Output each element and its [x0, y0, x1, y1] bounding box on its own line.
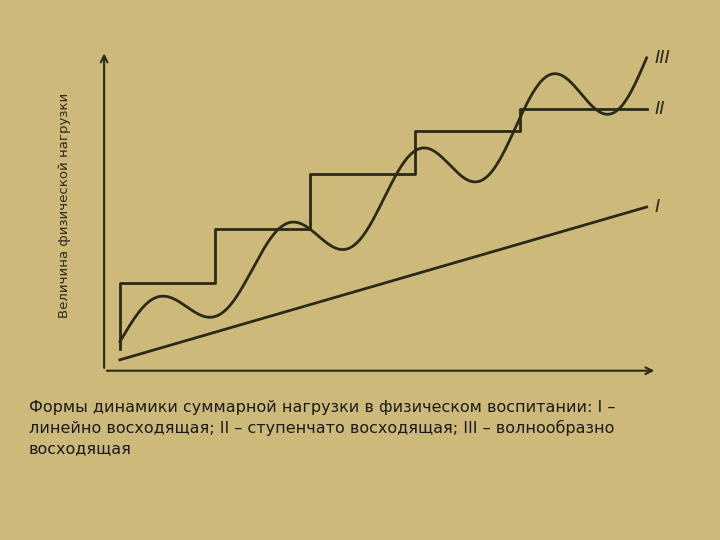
Text: II: II	[654, 100, 665, 118]
Text: III: III	[654, 49, 670, 67]
Text: Формы динамики суммарной нагрузки в физическом воспитании: I –
линейно восходяща: Формы динамики суммарной нагрузки в физи…	[29, 400, 615, 456]
Text: I: I	[654, 198, 660, 216]
Text: Величина физической нагрузки: Величина физической нагрузки	[58, 92, 71, 318]
